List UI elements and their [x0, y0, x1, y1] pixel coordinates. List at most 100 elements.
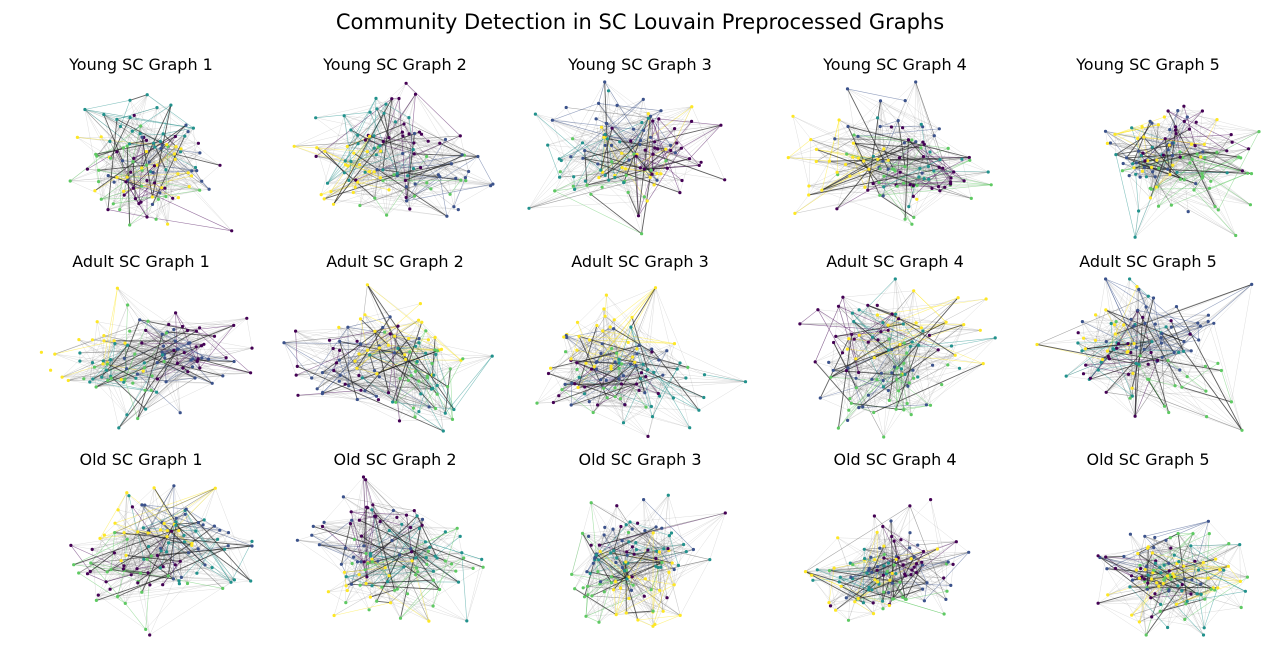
edge — [852, 156, 933, 189]
edge — [834, 135, 935, 140]
edge — [357, 156, 427, 183]
edge — [606, 121, 692, 124]
edge — [145, 392, 157, 410]
edge — [836, 141, 924, 209]
edge — [902, 127, 924, 157]
node — [122, 356, 126, 360]
edge — [847, 348, 910, 384]
edge — [910, 337, 996, 347]
edge — [421, 322, 439, 351]
edge — [339, 359, 349, 386]
edge — [615, 368, 678, 397]
edge — [141, 342, 204, 345]
node — [936, 185, 941, 189]
node — [124, 180, 128, 184]
node — [377, 375, 381, 379]
node — [1133, 235, 1137, 239]
edge — [61, 335, 105, 378]
node — [646, 116, 650, 120]
node — [358, 342, 362, 346]
edge — [828, 362, 892, 373]
edge — [788, 136, 859, 158]
edge — [918, 345, 948, 366]
edge — [847, 378, 914, 421]
edge — [836, 168, 870, 210]
edge — [98, 153, 175, 171]
node — [527, 206, 531, 210]
edge — [119, 209, 148, 218]
node — [846, 124, 850, 129]
edge — [894, 344, 919, 368]
edge — [84, 109, 130, 145]
edge — [601, 343, 624, 376]
edge — [68, 380, 213, 384]
edge — [1130, 326, 1134, 353]
node — [66, 378, 70, 383]
node — [409, 373, 413, 378]
node — [601, 329, 605, 333]
node — [163, 356, 167, 360]
edge — [931, 171, 989, 189]
edge — [561, 326, 632, 390]
node — [77, 338, 81, 342]
node — [93, 189, 97, 193]
edge — [369, 112, 461, 181]
edge — [406, 139, 446, 202]
edge — [84, 109, 102, 200]
node — [342, 171, 346, 175]
node — [669, 143, 673, 147]
node — [1170, 141, 1174, 145]
node — [848, 174, 852, 178]
node — [419, 132, 424, 136]
edge — [652, 154, 681, 193]
edge — [582, 124, 722, 159]
edge — [102, 361, 198, 365]
edge — [586, 158, 690, 186]
edge — [915, 81, 951, 182]
edge — [889, 330, 924, 401]
edge — [853, 143, 934, 172]
edge — [477, 156, 494, 185]
edge — [402, 135, 440, 144]
edge — [652, 120, 681, 193]
edge — [607, 125, 721, 139]
node — [160, 332, 164, 336]
node — [83, 107, 87, 112]
node — [1114, 153, 1118, 157]
edge — [124, 342, 213, 384]
edge — [1129, 175, 1151, 199]
edge — [574, 134, 606, 190]
edge — [600, 134, 606, 171]
node — [126, 303, 130, 307]
edge — [913, 290, 947, 323]
node — [1170, 153, 1175, 158]
edge — [792, 116, 838, 173]
node — [969, 196, 973, 200]
node — [351, 190, 355, 195]
edge — [96, 361, 235, 388]
edge — [816, 126, 923, 150]
node — [49, 368, 53, 372]
edge — [399, 419, 453, 422]
edge — [553, 383, 637, 403]
edge — [607, 397, 652, 407]
node-layer — [1103, 104, 1261, 239]
edge — [838, 306, 869, 396]
edge — [379, 336, 395, 346]
edge — [1184, 148, 1249, 180]
edge — [817, 309, 895, 368]
edge — [103, 114, 199, 144]
edge — [868, 157, 970, 170]
node — [931, 363, 935, 367]
node — [907, 205, 911, 209]
edge — [358, 143, 469, 172]
edge — [175, 340, 194, 360]
node — [836, 426, 840, 430]
node — [1229, 133, 1233, 137]
node — [906, 384, 910, 388]
edge — [1105, 131, 1108, 144]
node — [435, 383, 439, 388]
edge — [553, 308, 605, 403]
edge — [879, 184, 992, 196]
edge — [383, 98, 400, 142]
